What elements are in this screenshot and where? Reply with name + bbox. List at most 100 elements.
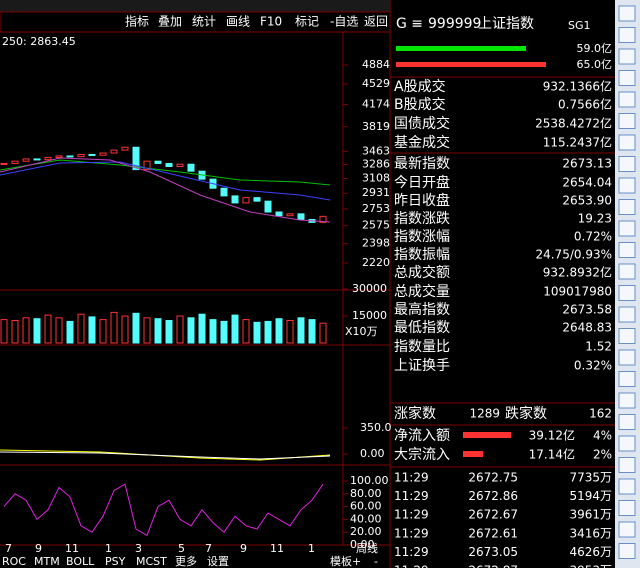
- tab[interactable]: MTM: [34, 555, 60, 568]
- volume-bar: [209, 319, 217, 344]
- tick-volume: 3953万: [569, 564, 612, 568]
- volume-bar: [319, 322, 327, 344]
- icon[interactable]: [618, 91, 636, 108]
- price-tick: 3286: [362, 158, 390, 171]
- icon[interactable]: [618, 457, 636, 473]
- volume-bar: [297, 317, 305, 344]
- x-label: 1: [308, 542, 315, 555]
- x-label: 3: [135, 542, 142, 555]
- tab[interactable]: 模板: [330, 554, 352, 568]
- price-tick: 2220: [362, 256, 390, 269]
- tick-volume: 5194万: [569, 489, 612, 503]
- icon[interactable]: [618, 285, 636, 301]
- tab[interactable]: 设置: [207, 555, 229, 568]
- icon[interactable]: [618, 349, 636, 366]
- row-label: 指数涨跌: [394, 211, 450, 227]
- row-label: 指数量比: [394, 339, 450, 355]
- tick-price: 2673.05: [468, 545, 518, 559]
- name: 上证指数: [478, 16, 534, 32]
- icon[interactable]: [618, 263, 636, 280]
- row-label: 最高指数: [394, 301, 450, 318]
- x-label: 5: [178, 542, 185, 555]
- icon[interactable]: [618, 414, 636, 430]
- icon[interactable]: [618, 113, 636, 129]
- icon[interactable]: [618, 70, 636, 86]
- volume-bar: [66, 320, 74, 344]
- icon[interactable]: [618, 177, 636, 194]
- icon[interactable]: [618, 392, 636, 409]
- row-value: 932.1366亿: [543, 79, 612, 94]
- icon[interactable]: [618, 371, 636, 387]
- tick-time: 11:29: [394, 508, 429, 522]
- row-label: 最低指数: [394, 320, 450, 336]
- toolbar-button[interactable]: 叠加: [158, 15, 182, 29]
- toolbar-button[interactable]: 返回: [364, 15, 388, 29]
- flow-pct: 4%: [593, 429, 612, 443]
- volume-bar: [253, 321, 261, 344]
- icon[interactable]: [618, 220, 636, 237]
- tab[interactable]: MCST: [136, 555, 167, 568]
- toolbar-button[interactable]: 标记: [295, 15, 319, 29]
- volume-bar: [88, 316, 96, 344]
- up-label: 涨家数: [394, 405, 436, 422]
- icon[interactable]: [618, 478, 636, 495]
- toolbar-button[interactable]: 指标: [125, 14, 149, 29]
- candle: [143, 160, 151, 171]
- row-label: 总成交量: [394, 283, 450, 300]
- icon[interactable]: [618, 306, 636, 323]
- ma-label: 250: 2863.45: [2, 35, 76, 48]
- tab[interactable]: 更多: [175, 554, 197, 568]
- icon[interactable]: [618, 242, 636, 258]
- row-label: A股成交: [394, 78, 446, 95]
- icon[interactable]: [618, 48, 636, 65]
- toolbar-button[interactable]: 画线: [226, 15, 250, 29]
- x-label: 9: [240, 542, 247, 555]
- icon[interactable]: [618, 328, 636, 344]
- volume-bar: [286, 320, 294, 344]
- icon[interactable]: [618, 500, 636, 516]
- volume-bar: [198, 313, 206, 344]
- volume-bar: [242, 319, 250, 344]
- volume-bar: [33, 318, 41, 344]
- toolbar-button[interactable]: -自选: [330, 15, 358, 29]
- icon[interactable]: [618, 134, 636, 151]
- icon[interactable]: [618, 435, 636, 452]
- icon[interactable]: [618, 199, 636, 215]
- flow-value: 39.12亿: [529, 428, 575, 443]
- toolbar-button[interactable]: 统计: [192, 15, 216, 29]
- volume-bar: [220, 320, 228, 344]
- icon[interactable]: [618, 543, 636, 559]
- tick-time: 11:29: [394, 526, 429, 540]
- candle: [88, 153, 96, 156]
- candle: [66, 155, 74, 158]
- volume-bar: [99, 319, 107, 344]
- tab[interactable]: ROC: [2, 555, 26, 568]
- icon[interactable]: [618, 27, 636, 43]
- tab[interactable]: -: [374, 555, 378, 568]
- price-tick: 2753: [362, 202, 390, 215]
- candle: [165, 162, 173, 168]
- tab[interactable]: +: [352, 555, 361, 568]
- icon[interactable]: [618, 521, 636, 538]
- icon[interactable]: [618, 5, 636, 22]
- tick-price: 2672.61: [468, 526, 518, 540]
- toolbar-button[interactable]: F10: [260, 15, 282, 29]
- candle: [275, 211, 283, 217]
- row-value: 2673.13: [562, 157, 612, 171]
- candle: [77, 153, 85, 158]
- bar-label: 65.0亿: [577, 58, 613, 71]
- bar-red: [396, 62, 546, 67]
- volume-unit: X10万: [345, 325, 378, 338]
- ma-line: [0, 157, 331, 223]
- bar-green: [396, 46, 526, 51]
- tab[interactable]: BOLL: [66, 555, 95, 568]
- code-prefix: G ≡: [396, 16, 423, 32]
- tab[interactable]: PSY: [105, 555, 126, 568]
- kdj-tick: 40.00: [350, 512, 382, 525]
- flow-pct: 2%: [593, 448, 612, 462]
- volume-bar: [264, 320, 272, 344]
- icon[interactable]: [618, 156, 636, 172]
- volume-bar: [275, 318, 283, 344]
- volume-bar: [0, 319, 8, 344]
